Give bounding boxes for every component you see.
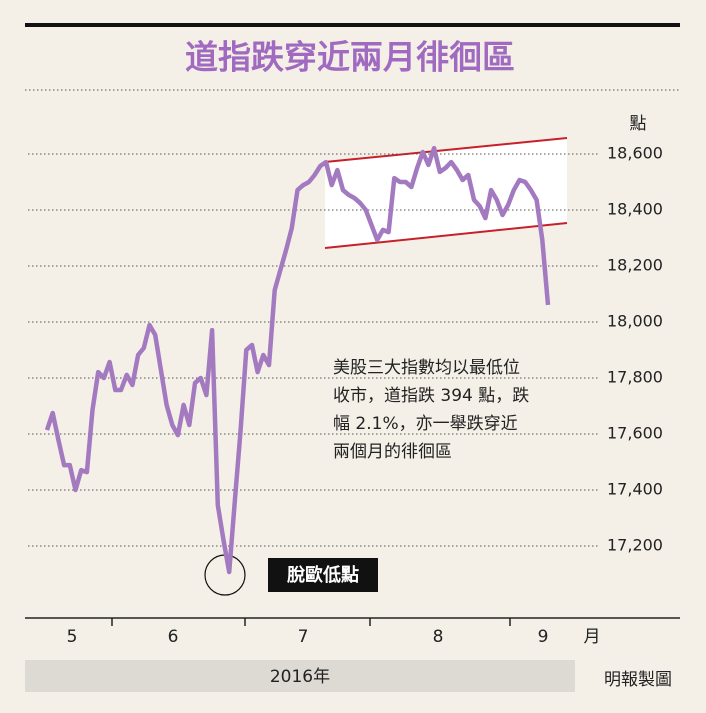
x-tick-label: 5 <box>67 627 78 647</box>
channel-band <box>325 138 567 248</box>
chart-title: 道指跌穿近兩月徘徊區 <box>185 38 515 77</box>
channel-upper <box>324 137 568 163</box>
low-label: 脫歐低點 <box>287 564 359 586</box>
y-tick-label: 17,400 <box>607 480 663 499</box>
annotation: 幅 2.1%，亦一舉跌穿近 <box>333 414 518 434</box>
x-tick-label: 9 <box>538 627 549 647</box>
year-band <box>25 660 575 692</box>
year-label: 2016年 <box>270 667 330 687</box>
y-tick-label: 17,600 <box>607 424 663 443</box>
y-unit: 點 <box>630 114 647 134</box>
credit: 明報製圖 <box>604 670 672 690</box>
y-tick-label: 18,600 <box>607 144 663 163</box>
channel-lower <box>324 222 568 249</box>
x-tick-label: 7 <box>298 627 309 647</box>
x-tick-label: 8 <box>433 627 444 647</box>
y-tick-label: 18,400 <box>607 200 663 219</box>
y-tick-label: 17,800 <box>607 368 663 387</box>
x-tick-label: 6 <box>168 627 179 647</box>
annotation: 美股三大指數均以最低位 <box>333 358 520 378</box>
annotation: 兩個月的徘徊區 <box>333 442 452 462</box>
y-tick-label: 17,200 <box>607 536 663 555</box>
y-tick-label: 18,200 <box>607 256 663 275</box>
top-rule <box>25 23 680 27</box>
month-unit: 月 <box>584 627 601 647</box>
low-label-box <box>268 558 378 592</box>
month-separators <box>111 618 511 626</box>
price-line <box>44 145 551 575</box>
y-tick-label: 18,000 <box>607 312 663 331</box>
annotation: 收市，道指跌 394 點，跌 <box>333 386 529 406</box>
